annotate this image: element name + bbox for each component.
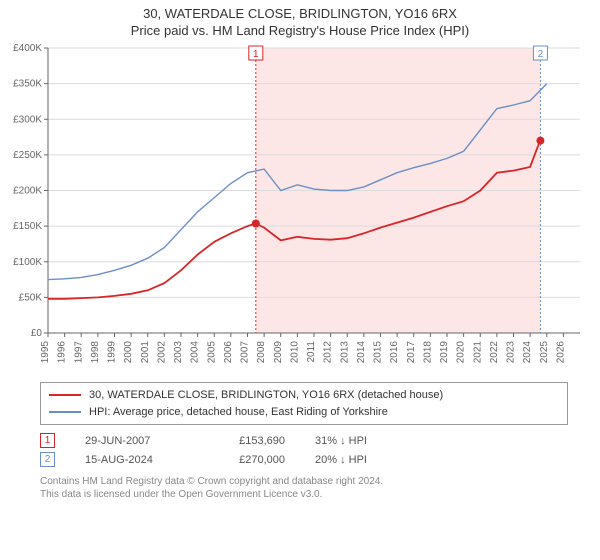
svg-text:2021: 2021 bbox=[472, 341, 483, 364]
svg-text:2018: 2018 bbox=[422, 341, 433, 364]
svg-text:2004: 2004 bbox=[190, 341, 201, 364]
chart-titles: 30, WATERDALE CLOSE, BRIDLINGTON, YO16 6… bbox=[0, 0, 600, 38]
svg-text:£200K: £200K bbox=[13, 186, 42, 197]
title-line-1: 30, WATERDALE CLOSE, BRIDLINGTON, YO16 6… bbox=[0, 6, 600, 21]
txn-date: 15-AUG-2024 bbox=[85, 454, 185, 466]
svg-text:£350K: £350K bbox=[13, 79, 42, 90]
svg-text:£400K: £400K bbox=[13, 43, 42, 54]
svg-text:£50K: £50K bbox=[19, 292, 43, 303]
legend-item-property: 30, WATERDALE CLOSE, BRIDLINGTON, YO16 6… bbox=[49, 387, 559, 404]
svg-text:1998: 1998 bbox=[90, 341, 101, 364]
svg-text:1999: 1999 bbox=[107, 341, 118, 364]
svg-text:1: 1 bbox=[253, 49, 259, 60]
svg-text:2025: 2025 bbox=[539, 341, 550, 364]
legend-swatch bbox=[49, 394, 81, 396]
svg-text:2013: 2013 bbox=[339, 341, 350, 364]
svg-text:£300K: £300K bbox=[13, 114, 42, 125]
svg-text:2015: 2015 bbox=[373, 341, 384, 364]
svg-text:£150K: £150K bbox=[13, 221, 42, 232]
transaction-row: 1 29-JUN-2007 £153,690 31% ↓ HPI bbox=[40, 431, 568, 450]
svg-text:2002: 2002 bbox=[156, 341, 167, 364]
txn-marker: 1 bbox=[40, 433, 55, 448]
svg-text:2019: 2019 bbox=[439, 341, 450, 364]
svg-text:2017: 2017 bbox=[406, 341, 417, 364]
svg-text:1995: 1995 bbox=[40, 341, 51, 364]
svg-text:2000: 2000 bbox=[123, 341, 134, 364]
txn-price: £270,000 bbox=[215, 454, 285, 466]
svg-text:1997: 1997 bbox=[73, 341, 84, 364]
svg-text:2010: 2010 bbox=[289, 341, 300, 364]
svg-text:2006: 2006 bbox=[223, 341, 234, 364]
txn-marker: 2 bbox=[40, 452, 55, 467]
svg-text:2008: 2008 bbox=[256, 341, 267, 364]
svg-text:2012: 2012 bbox=[323, 341, 334, 364]
txn-price: £153,690 bbox=[215, 435, 285, 447]
legend-swatch bbox=[49, 411, 81, 413]
title-line-2: Price paid vs. HM Land Registry's House … bbox=[0, 23, 600, 38]
legend: 30, WATERDALE CLOSE, BRIDLINGTON, YO16 6… bbox=[40, 382, 568, 425]
legend-item-hpi: HPI: Average price, detached house, East… bbox=[49, 404, 559, 421]
txn-diff: 20% ↓ HPI bbox=[315, 454, 367, 466]
svg-text:2022: 2022 bbox=[489, 341, 500, 364]
svg-text:2007: 2007 bbox=[240, 341, 251, 364]
svg-text:2009: 2009 bbox=[273, 341, 284, 364]
svg-text:1996: 1996 bbox=[57, 341, 68, 364]
svg-text:£100K: £100K bbox=[13, 257, 42, 268]
svg-text:2020: 2020 bbox=[456, 341, 467, 364]
legend-label: 30, WATERDALE CLOSE, BRIDLINGTON, YO16 6… bbox=[89, 387, 443, 404]
svg-text:£250K: £250K bbox=[13, 150, 42, 161]
svg-text:2: 2 bbox=[538, 49, 544, 60]
svg-text:2026: 2026 bbox=[555, 341, 566, 364]
transactions-table: 1 29-JUN-2007 £153,690 31% ↓ HPI 2 15-AU… bbox=[40, 431, 568, 469]
svg-text:2016: 2016 bbox=[389, 341, 400, 364]
svg-text:2003: 2003 bbox=[173, 341, 184, 364]
footnote-line-2: This data is licensed under the Open Gov… bbox=[40, 488, 568, 501]
legend-label: HPI: Average price, detached house, East… bbox=[89, 404, 388, 421]
svg-text:2001: 2001 bbox=[140, 341, 151, 364]
svg-text:2024: 2024 bbox=[522, 341, 533, 364]
transaction-row: 2 15-AUG-2024 £270,000 20% ↓ HPI bbox=[40, 450, 568, 469]
svg-text:2014: 2014 bbox=[356, 341, 367, 364]
txn-date: 29-JUN-2007 bbox=[85, 435, 185, 447]
price-chart: £0 £50K £100K £150K £200K £250K £300K £350K £400… bbox=[0, 38, 600, 378]
footnote-line-1: Contains HM Land Registry data © Crown c… bbox=[40, 475, 568, 488]
svg-text:2005: 2005 bbox=[206, 341, 217, 364]
svg-text:£0: £0 bbox=[31, 328, 43, 339]
svg-text:2023: 2023 bbox=[506, 341, 517, 364]
txn-diff: 31% ↓ HPI bbox=[315, 435, 367, 447]
footnote: Contains HM Land Registry data © Crown c… bbox=[40, 475, 568, 501]
svg-text:2011: 2011 bbox=[306, 341, 317, 363]
